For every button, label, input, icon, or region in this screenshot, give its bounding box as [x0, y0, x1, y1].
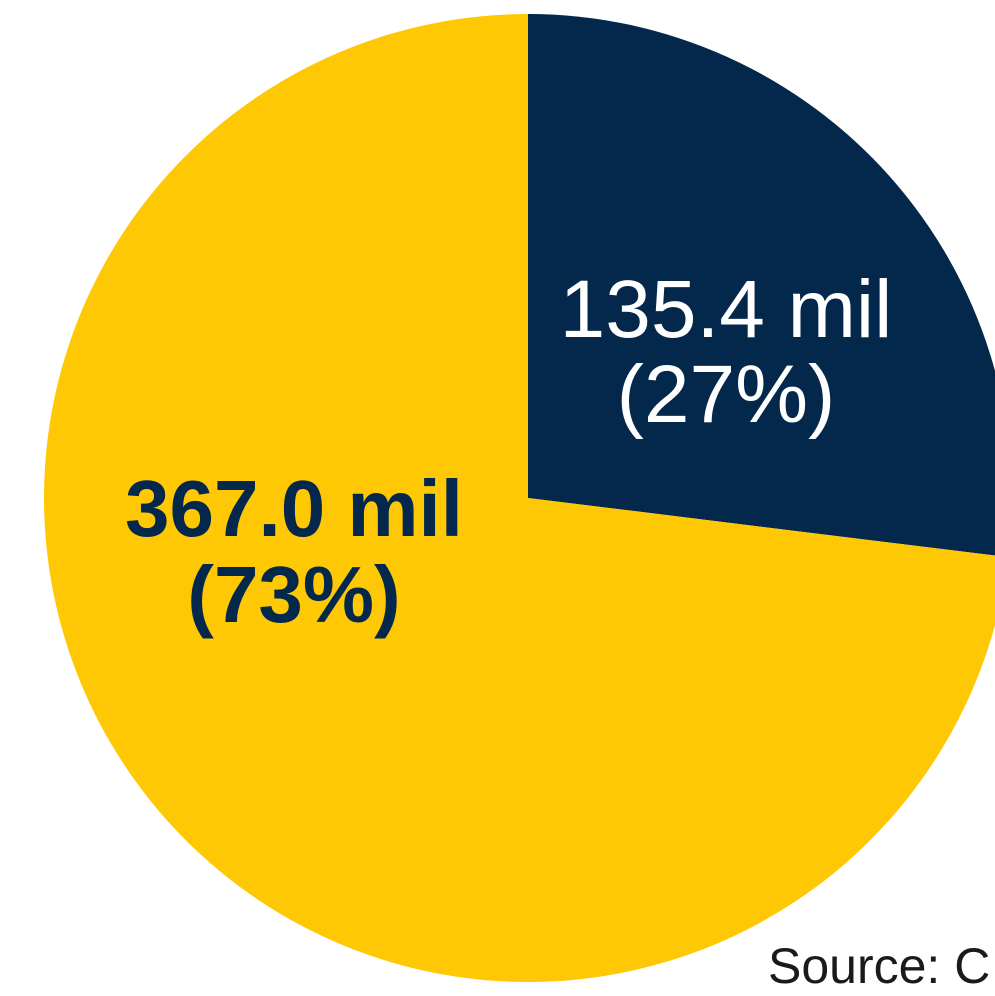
slice-value-label-yellow: 367.0 mil: [125, 464, 463, 553]
pie-slice-yellow: [44, 14, 995, 982]
pie-slices: [44, 14, 995, 982]
slice-percent-label-navy: (27%): [617, 349, 836, 440]
pie-slice-navy: [528, 14, 995, 556]
slice-percent-label-yellow: (73%): [187, 550, 400, 639]
slice-value-label-navy: 135.4 mil: [560, 264, 893, 355]
source-note: Source: C: [768, 938, 991, 994]
pie-labels: 135.4 mil (27%) 367.0 mil (73%): [125, 264, 892, 639]
